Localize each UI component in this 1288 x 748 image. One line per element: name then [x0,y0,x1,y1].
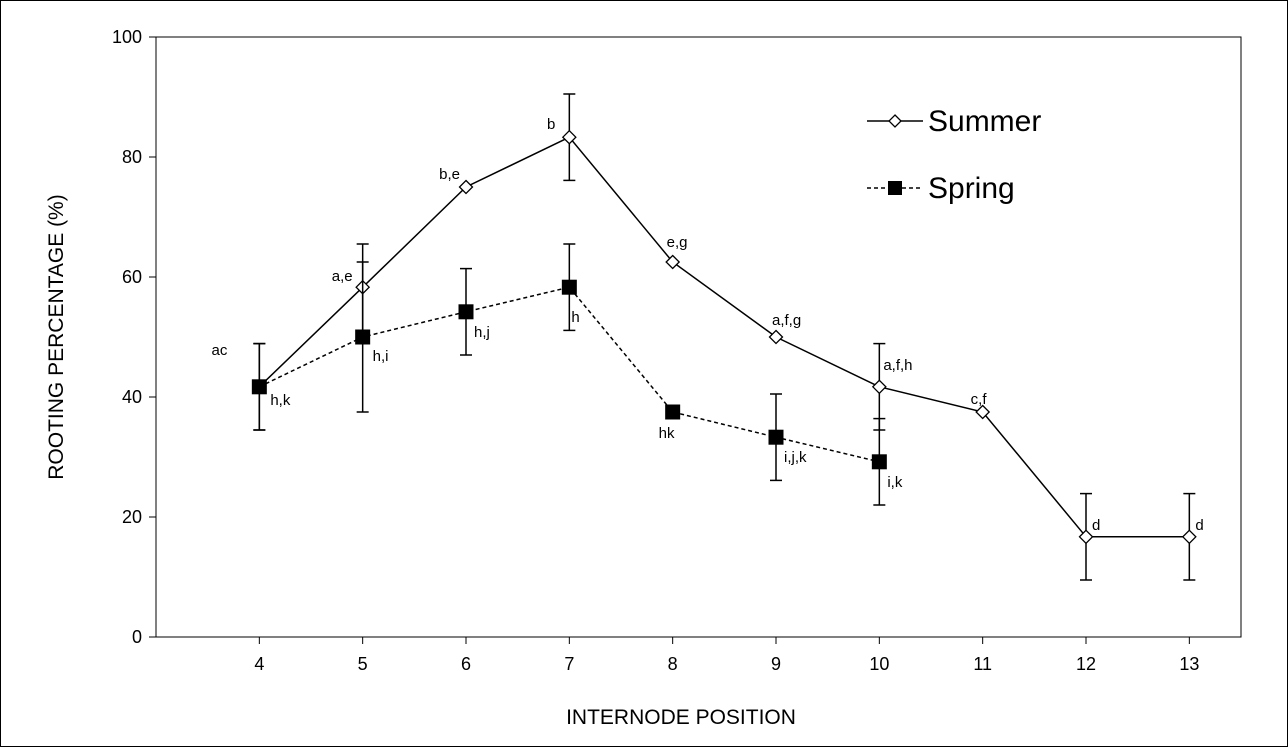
data-label: h,j [474,324,490,341]
y-tick-label: 20 [122,507,142,527]
data-label: e,g [667,234,688,251]
y-tick-label: 80 [122,147,142,167]
x-tick-label: 9 [771,654,781,674]
data-label: h [571,309,579,326]
legend-marker [888,181,902,195]
x-tick-label: 11 [973,654,992,674]
data-label: ac [211,342,227,359]
data-point [975,404,991,420]
data-label: b [547,116,555,133]
data-label: i,j,k [784,449,807,466]
data-point [1181,529,1197,545]
y-tick-label: 100 [112,27,142,47]
data-point [665,254,681,270]
data-point [458,304,474,320]
data-point [665,404,681,420]
data-point [458,179,474,195]
x-axis-title: INTERNODE POSITION [566,706,796,729]
y-tick-label: 60 [122,267,142,287]
series-spring: h,k h,i h,j h hk i,j,k i,k [251,243,903,506]
x-tick-label: 6 [461,654,471,674]
data-label: i,k [887,474,903,491]
data-label: hk [659,425,675,442]
x-tick-label: 8 [668,654,678,674]
data-label: a,e [332,268,353,285]
data-label: d [1195,517,1203,534]
series-layer: ac a,e b,e b e,g a,f,g a,f,h c,f d d h,k h,i h,j h hk i… [211,93,1204,581]
legend-item-summer: Summer [867,105,1041,138]
data-label: a,f,h [883,357,912,374]
x-tick-label: 5 [358,654,368,674]
data-point [871,454,887,470]
data-label: h,k [270,392,291,409]
legend-marker [888,114,902,128]
axes: 0 20 40 60 80 100 4 5 6 7 8 9 10 11 12 13 [112,27,1199,674]
x-tick-label: 13 [1179,654,1199,674]
data-point [251,379,267,395]
y-axis-title: ROOTING PERCENTAGE (%) [45,194,68,479]
plot-area [155,36,1242,638]
series-line [258,136,1190,538]
data-point [1078,529,1094,545]
legend-label: Spring [928,172,1015,205]
y-tick-label: 0 [132,627,142,647]
data-point [768,429,784,445]
legend-label: Summer [928,105,1041,138]
data-point [561,129,577,145]
x-tick-label: 7 [564,654,574,674]
data-point [871,379,887,395]
y-tick-label: 40 [122,387,142,407]
data-point [355,329,371,345]
data-point [561,279,577,295]
x-tick-label: 4 [254,654,264,674]
data-label: h,i [373,348,389,365]
legend: Summer Spring [867,105,1041,205]
x-tick-label: 10 [869,654,889,674]
x-tick-label: 12 [1076,654,1096,674]
data-label: c,f [971,391,988,408]
legend-item-spring: Spring [867,172,1015,205]
data-point [768,329,784,345]
data-label: a,f,g [772,312,801,329]
data-label: d [1092,517,1100,534]
data-label: b,e [439,166,460,183]
